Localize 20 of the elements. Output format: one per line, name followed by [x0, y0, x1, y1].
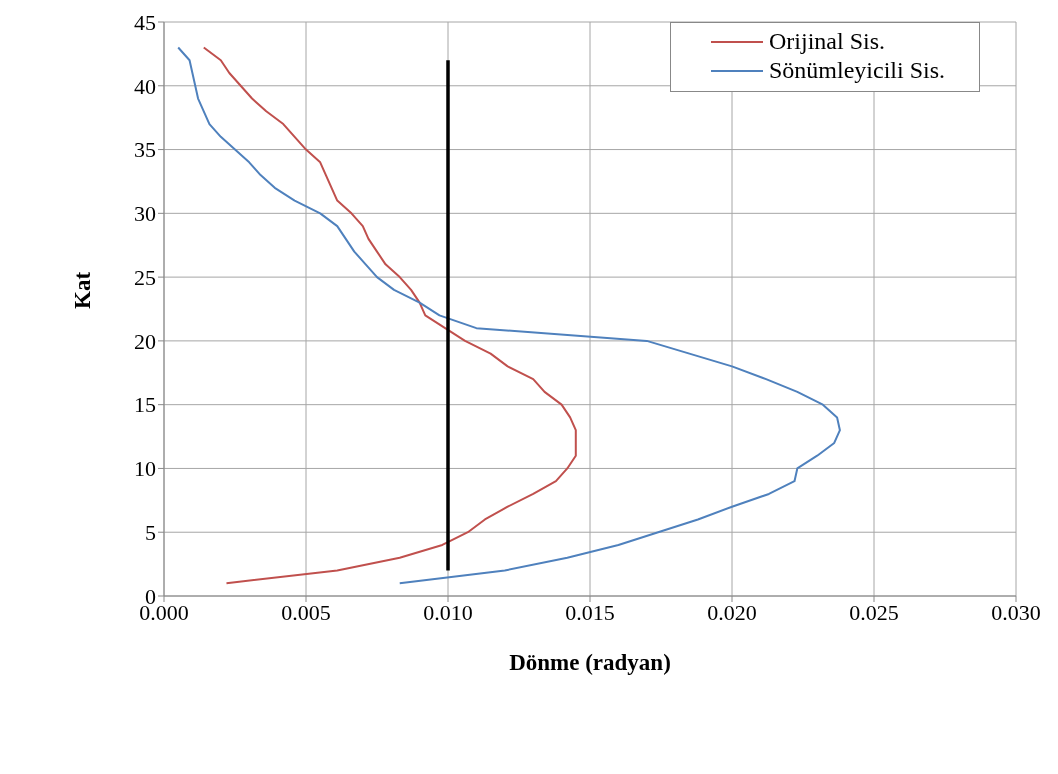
x-axis-title: Dönme (radyan): [509, 650, 671, 675]
legend-label: Sönümleyicili Sis.: [768, 56, 945, 85]
y-tick-label: 35: [134, 137, 156, 163]
y-tick-label: 10: [134, 456, 156, 482]
legend-label: Orijinal Sis.: [768, 27, 885, 56]
line-series: [202, 46, 577, 585]
y-axis-title: Kat: [70, 271, 96, 309]
y-tick-label: 20: [134, 328, 156, 354]
x-tick-label: 0.030: [991, 599, 1041, 625]
y-tick-label: 40: [134, 73, 156, 99]
y-tick-label: 15: [134, 392, 156, 418]
y-tick-label: 30: [134, 201, 156, 227]
x-tick-label: 0.020: [707, 599, 757, 625]
x-tick-label: 0.005: [281, 599, 331, 625]
y-tick-label: 45: [134, 9, 156, 35]
x-tick-label: 0.025: [849, 599, 899, 625]
x-tick-label: 0.010: [423, 599, 473, 625]
y-tick-label: 25: [134, 264, 156, 290]
y-tick-label: 5: [145, 520, 156, 546]
x-tick-label: 0.015: [565, 599, 615, 625]
